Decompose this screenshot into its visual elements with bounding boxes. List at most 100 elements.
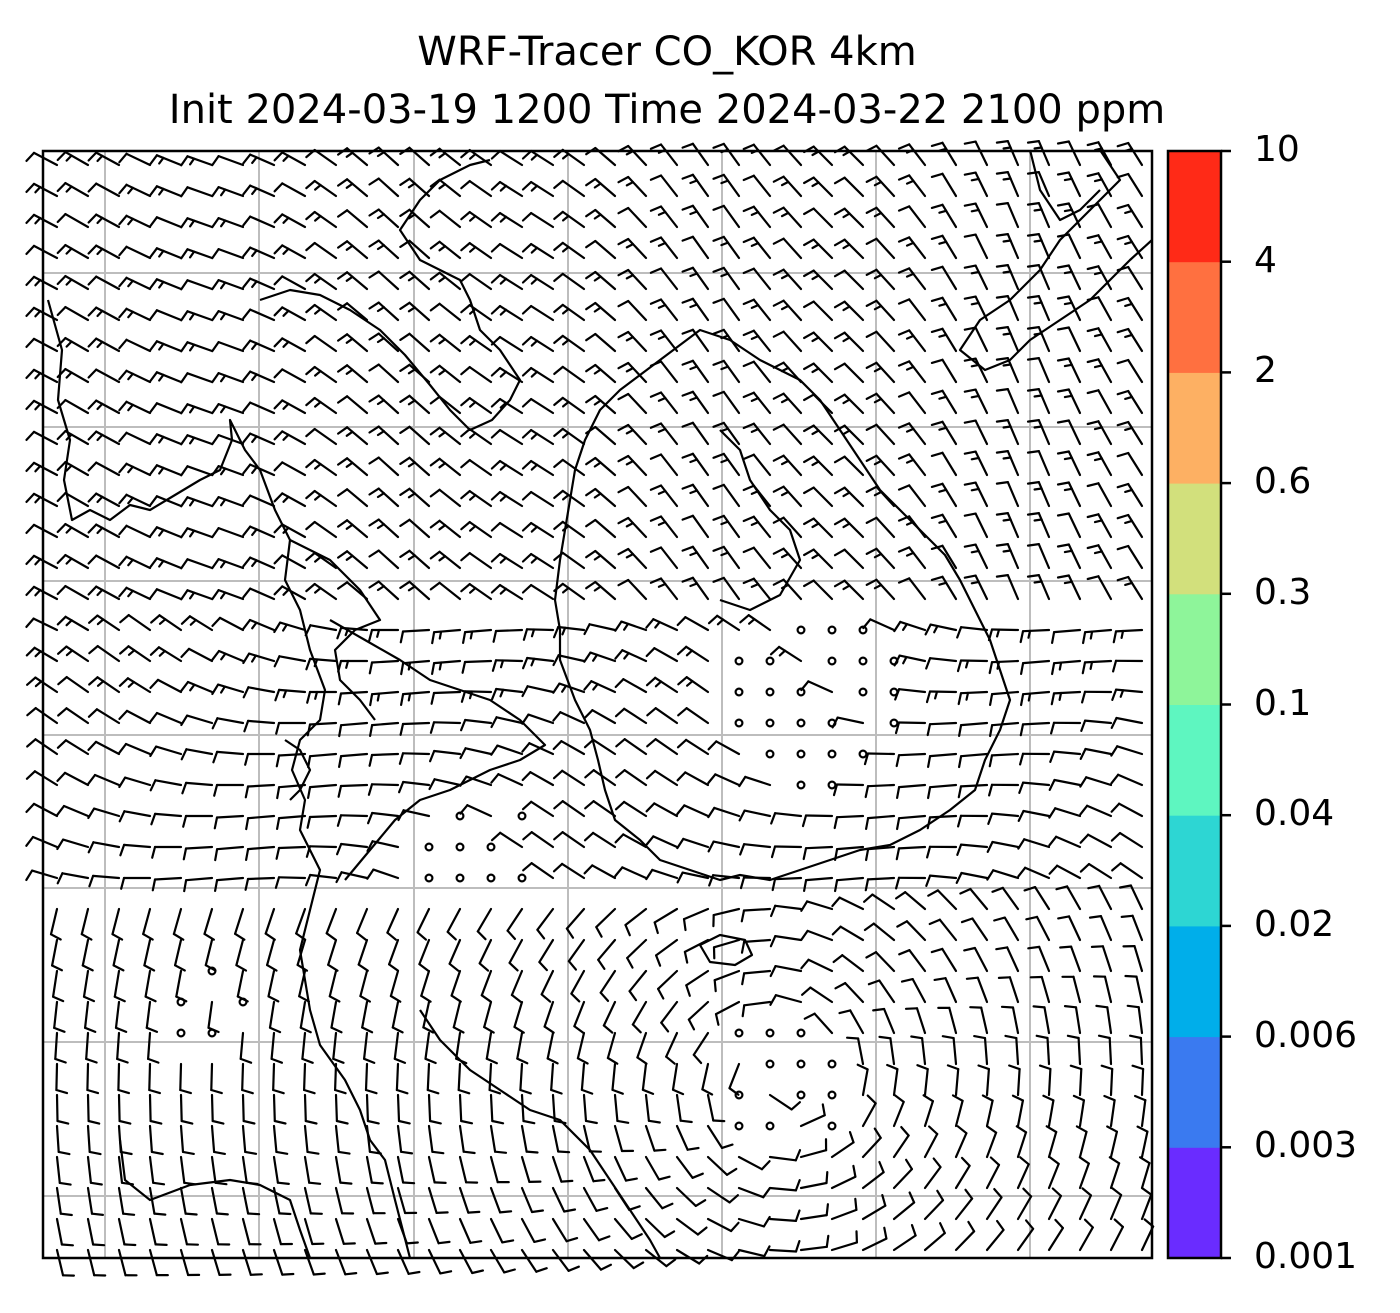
wind-barb [649,453,679,477]
wind-barb [977,1064,991,1097]
wind-barb [337,395,369,415]
wind-barb [365,1248,389,1276]
wind-barb [923,1189,945,1221]
wind-barb [398,752,431,765]
wind-barb [111,907,124,941]
wind-barb [1004,1034,1020,1066]
wind-barb [203,907,215,941]
wind-barb [677,707,710,725]
wind-barb [954,1125,968,1159]
wind-barb [183,876,214,893]
wind-barb [181,781,214,795]
wind-barb [1056,388,1082,415]
wind-barb [368,549,400,570]
wind-barb [681,235,710,260]
wind-barb [272,1248,295,1276]
wind-barb [87,306,121,322]
wind-barb [180,647,214,663]
wind-barb [772,330,803,353]
wind-barb [831,716,865,729]
wind-barb [305,551,338,570]
wind-barb [897,391,927,415]
wind-barb [551,1155,574,1183]
wind-barb [179,1248,201,1277]
wind-barb [613,1217,643,1241]
wind-barb [86,1217,106,1247]
wind-barb [119,843,152,857]
wind-barb [867,979,896,1004]
wind-barb [895,783,927,800]
wind-barb [520,1093,536,1125]
wind-barb [510,969,524,1003]
wind-barb [772,206,803,229]
wind-barb [242,652,276,665]
wind-barb [546,1031,559,1065]
wind-barb [273,151,307,167]
colorbar-tick-label: 0.001 [1254,1236,1358,1277]
wind-barb [1108,1156,1121,1190]
wind-barb [25,430,59,446]
wind-barb [180,341,214,353]
wind-barb [521,212,555,229]
wind-barb [273,368,307,384]
wind-barb [553,831,586,849]
wind-barb [742,298,772,322]
wind-barb [959,887,989,911]
wind-barb [149,495,183,508]
wind-barb [553,365,586,384]
wind-barb [303,1062,316,1095]
wind-barb [769,645,803,663]
wind-barb [865,547,896,570]
wind-barb [268,1000,282,1034]
wind-barb [1116,172,1144,198]
wind-barb [830,1197,858,1221]
wind-barb [396,1186,418,1215]
map-title-line1: WRF-Tracer CO_KOR 4km [417,29,917,75]
wind-barb [742,515,772,539]
wind-barb [772,423,803,446]
wind-barb [273,621,307,634]
wind-barb [273,492,307,508]
wind-barb [772,454,803,477]
wind-barb [988,690,1020,707]
wind-barb [211,717,245,730]
wind-barb [614,620,648,632]
wind-barb [676,738,710,756]
wind-barb [772,299,803,322]
wind-barb [614,678,648,694]
wind-barb [864,814,896,831]
wind-barb [865,206,896,229]
wind-barb [303,1217,325,1246]
wind-barb [386,907,400,941]
wind-barb [368,301,400,322]
wind-barb [149,646,183,663]
wind-barb [897,453,927,477]
wind-barb [117,1093,132,1125]
wind-barb [894,891,927,911]
wind-barb [148,1248,169,1277]
wind-barb [86,1062,100,1095]
wind-barb [1016,1219,1035,1252]
calm-wind-marker [734,687,744,697]
wind-barb [965,976,989,1004]
wind-barb [521,583,555,601]
wind-barb [25,461,59,477]
wind-barb [645,835,679,849]
wind-barb [147,1031,160,1064]
calm-wind-marker [238,997,248,1007]
wind-barb [862,618,896,632]
wind-barb [923,1157,942,1190]
wind-barb [552,740,586,756]
wind-barb [180,279,214,291]
wind-barb [553,396,586,415]
wind-barb [1026,481,1051,508]
wind-barb [585,177,617,198]
wind-barb [180,680,214,694]
wind-barb [330,1000,343,1034]
wind-barb [685,969,710,997]
wind-barb [1050,628,1082,645]
wind-barb [706,1124,734,1150]
wind-barb [337,457,369,477]
wind-barb [957,783,989,799]
wind-barb [1056,543,1082,570]
